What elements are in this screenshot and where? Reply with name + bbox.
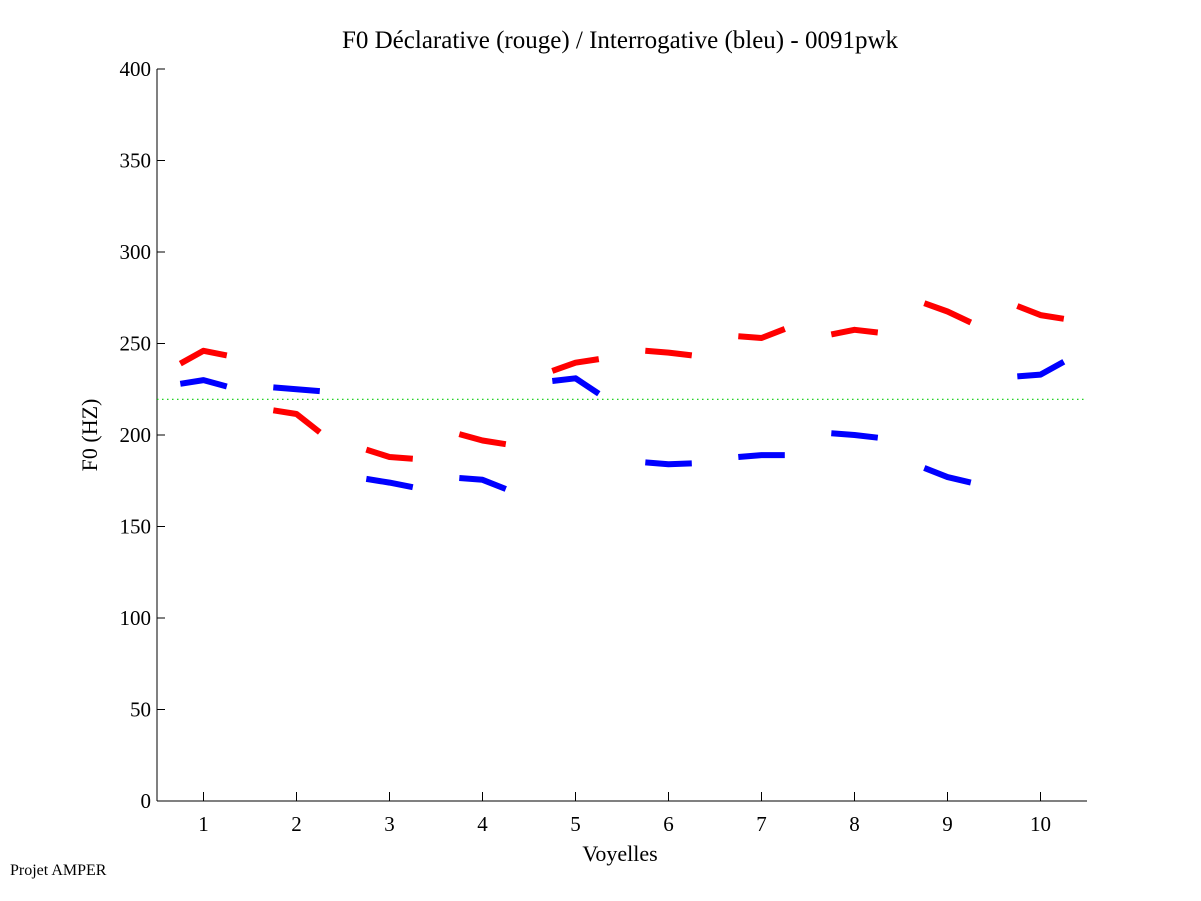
f0-segment: [551, 356, 600, 374]
f0-segment: [458, 431, 507, 448]
f0-segment: [551, 375, 601, 397]
x-tick-label: 1: [198, 812, 209, 836]
x-axis-label: Voyelles: [582, 841, 657, 866]
f0-segment: [923, 300, 973, 326]
f0-segment: [830, 326, 879, 338]
f0-segment: [1016, 303, 1065, 322]
x-tick-label: 9: [942, 812, 953, 836]
f0-segment: [459, 475, 507, 492]
x-tick-label: 5: [570, 812, 581, 836]
f0-segment: [738, 452, 785, 460]
y-tick-label: 300: [120, 240, 152, 264]
f0-segment: [738, 326, 786, 341]
f0-segment: [831, 430, 879, 441]
x-tick-label: 2: [291, 812, 302, 836]
f0-segment: [179, 377, 228, 390]
axes: [156, 69, 1087, 802]
y-axis-label: F0 (HZ): [77, 399, 102, 472]
series-interrogative: [179, 359, 1066, 492]
y-tick-label: 0: [141, 789, 152, 813]
f0-segment: [645, 347, 693, 359]
y-ticks: 0 50 100 150 200 250 300 350 400: [120, 57, 165, 813]
y-tick-label: 350: [120, 149, 152, 173]
f0-segment: [273, 384, 321, 395]
f0-segment: [923, 465, 972, 486]
x-tick-label: 7: [756, 812, 767, 836]
f0-segment: [645, 459, 692, 468]
y-tick-label: 150: [120, 515, 152, 539]
series-declarative: [178, 300, 1065, 462]
footer-credit: Projet AMPER: [10, 862, 107, 879]
y-tick-label: 250: [120, 332, 152, 356]
y-tick-label: 200: [120, 423, 152, 447]
y-tick-label: 50: [130, 698, 151, 722]
y-tick-label: 400: [120, 57, 152, 81]
f0-segment: [365, 446, 414, 462]
x-tick-label: 4: [477, 812, 488, 836]
f0-segment: [178, 347, 228, 367]
y-tick-label: 100: [120, 606, 152, 630]
x-tick-label: 8: [849, 812, 860, 836]
f0-segment: [1017, 359, 1066, 380]
chart-title: F0 Déclarative (rouge) / Interrogative (…: [342, 27, 899, 54]
f0-segment: [365, 475, 414, 491]
x-tick-label: 3: [384, 812, 395, 836]
x-ticks: 1 2 3 4 5 6 7 8 9 10: [198, 792, 1051, 836]
x-tick-label: 10: [1030, 812, 1051, 836]
f0-segment: [272, 407, 322, 435]
series-group: [178, 300, 1066, 492]
x-tick-label: 6: [663, 812, 674, 836]
